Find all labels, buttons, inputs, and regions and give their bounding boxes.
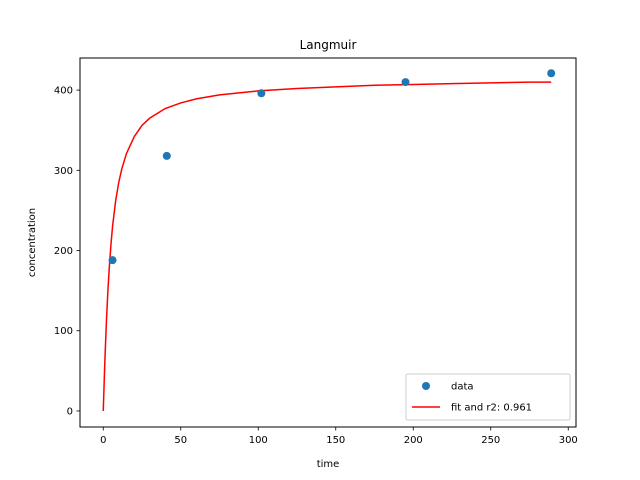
chart-title: Langmuir	[300, 38, 357, 52]
data-point	[547, 69, 556, 78]
data-point	[162, 151, 171, 160]
x-axis-label: time	[317, 459, 340, 470]
x-tick-label: 100	[249, 435, 268, 446]
legend-label: fit and r2: 0.961	[451, 403, 532, 414]
x-tick-label: 250	[481, 435, 500, 446]
data-point	[257, 89, 266, 98]
x-tick-label: 50	[174, 435, 187, 446]
x-tick-label: 150	[326, 435, 345, 446]
x-tick-label: 300	[559, 435, 578, 446]
y-tick-label: 100	[54, 326, 73, 337]
y-tick-label: 300	[54, 166, 73, 177]
y-tick-label: 0	[67, 406, 73, 417]
legend: data fit and r2: 0.961	[405, 373, 571, 421]
plot-frame	[79, 57, 577, 428]
data-point	[108, 256, 117, 265]
y-axis-label: concentration	[27, 208, 38, 277]
legend-box	[405, 373, 571, 421]
legend-marker-data	[422, 382, 430, 390]
fit-line	[102, 81, 552, 411]
y-tick-label: 200	[54, 246, 73, 257]
y-tick-label: 400	[54, 86, 73, 97]
data-point	[401, 78, 410, 87]
x-tick-label: 200	[404, 435, 423, 446]
legend-label: data	[451, 382, 474, 393]
x-tick-label: 0	[100, 435, 106, 446]
